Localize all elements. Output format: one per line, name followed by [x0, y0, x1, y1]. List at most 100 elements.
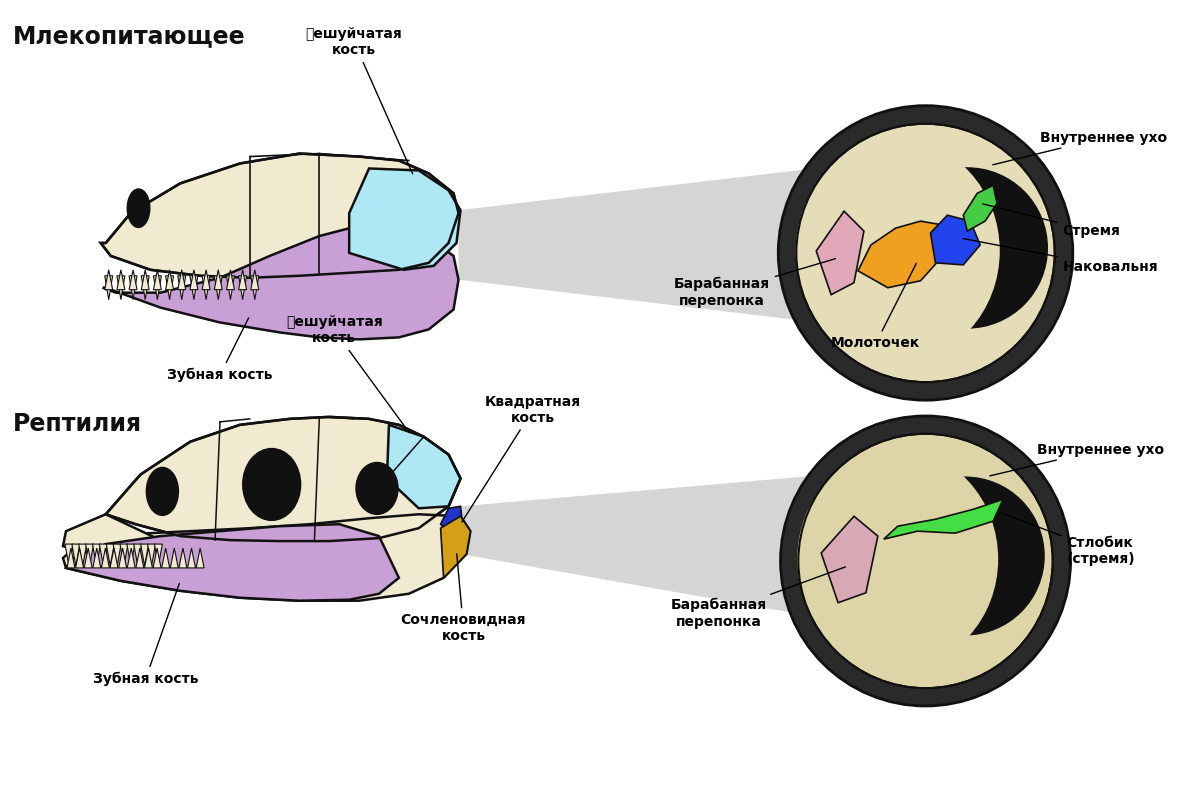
Polygon shape [120, 544, 128, 566]
Text: Рептилия: Рептилия [13, 412, 143, 436]
Polygon shape [92, 544, 101, 566]
Polygon shape [227, 276, 234, 300]
Polygon shape [136, 548, 144, 568]
Polygon shape [140, 544, 149, 566]
Text: Квадратная
кость: Квадратная кость [462, 395, 581, 522]
Polygon shape [101, 154, 458, 278]
Polygon shape [187, 548, 196, 568]
Polygon shape [821, 516, 878, 603]
Polygon shape [154, 276, 161, 300]
Polygon shape [144, 548, 152, 568]
Polygon shape [148, 544, 156, 566]
Polygon shape [154, 548, 161, 568]
Polygon shape [155, 544, 162, 566]
Polygon shape [119, 548, 126, 568]
Polygon shape [964, 186, 997, 231]
Polygon shape [62, 514, 161, 554]
Text: Млекопитающее: Млекопитающее [13, 25, 246, 49]
Polygon shape [142, 276, 149, 300]
Text: Барабанная
перепонка: Барабанная перепонка [673, 259, 835, 308]
Polygon shape [113, 544, 121, 566]
Polygon shape [251, 270, 259, 289]
Text: Зубная кость: Зубная кость [92, 583, 198, 686]
Ellipse shape [779, 106, 1073, 400]
Ellipse shape [780, 416, 1070, 706]
Polygon shape [190, 270, 198, 289]
Polygon shape [178, 276, 186, 300]
Polygon shape [858, 221, 947, 288]
Ellipse shape [797, 124, 1055, 382]
Polygon shape [162, 548, 169, 568]
Polygon shape [104, 270, 113, 289]
Ellipse shape [796, 139, 1000, 362]
Polygon shape [130, 276, 137, 300]
Polygon shape [196, 548, 204, 568]
Text: Стлобик
(стремя): Стлобик (стремя) [1000, 512, 1135, 566]
Polygon shape [239, 276, 246, 300]
Polygon shape [133, 544, 142, 566]
Ellipse shape [242, 449, 300, 520]
Polygon shape [107, 544, 114, 566]
Ellipse shape [887, 167, 1048, 328]
Polygon shape [202, 270, 210, 289]
Polygon shape [142, 270, 149, 289]
Polygon shape [227, 270, 234, 289]
Polygon shape [166, 270, 174, 289]
Text: Внутреннее ухо: Внутреннее ухо [992, 131, 1166, 165]
Text: Сочленовидная
кость: Сочленовидная кость [401, 554, 527, 643]
Polygon shape [65, 544, 73, 566]
Polygon shape [170, 548, 179, 568]
Text: Зубная кость: Зубная кость [167, 318, 272, 382]
Polygon shape [883, 500, 1003, 539]
Polygon shape [100, 544, 107, 566]
Text: 䉾ешуйчатая
кость: 䉾ешуйчатая кость [286, 315, 409, 433]
Polygon shape [215, 270, 222, 289]
Text: Стремя: Стремя [983, 204, 1121, 238]
Text: Молоточек: Молоточек [832, 263, 920, 351]
Polygon shape [67, 548, 74, 568]
Polygon shape [127, 548, 136, 568]
Ellipse shape [356, 462, 398, 514]
Polygon shape [178, 270, 186, 289]
Text: Внутреннее ухо: Внутреннее ухо [990, 442, 1164, 476]
Polygon shape [930, 215, 980, 265]
Ellipse shape [146, 468, 179, 515]
Polygon shape [103, 223, 458, 340]
Polygon shape [92, 548, 101, 568]
Polygon shape [76, 548, 84, 568]
Polygon shape [166, 276, 174, 300]
Polygon shape [72, 544, 80, 566]
Polygon shape [349, 168, 461, 270]
Polygon shape [458, 160, 1016, 346]
Polygon shape [62, 514, 470, 601]
Text: Барабанная
перепонка: Барабанная перепонка [671, 567, 846, 629]
Polygon shape [190, 276, 198, 300]
Text: Наковальня: Наковальня [964, 238, 1158, 274]
Polygon shape [251, 276, 259, 300]
Polygon shape [127, 544, 134, 566]
Ellipse shape [127, 190, 150, 227]
Polygon shape [130, 270, 137, 289]
Polygon shape [202, 276, 210, 300]
Polygon shape [116, 270, 125, 289]
Ellipse shape [886, 477, 1045, 635]
Polygon shape [239, 270, 246, 289]
Polygon shape [461, 469, 1018, 653]
Polygon shape [154, 270, 161, 289]
Polygon shape [386, 425, 461, 508]
Polygon shape [110, 548, 118, 568]
Polygon shape [102, 548, 109, 568]
Polygon shape [84, 548, 92, 568]
Polygon shape [215, 276, 222, 300]
Polygon shape [66, 524, 398, 601]
Polygon shape [816, 211, 864, 295]
Polygon shape [116, 276, 125, 300]
Polygon shape [179, 548, 187, 568]
Polygon shape [106, 417, 461, 541]
Polygon shape [85, 544, 94, 566]
Text: 䉾ешуйчатая
кость: 䉾ешуйчатая кость [306, 27, 413, 174]
Polygon shape [104, 276, 113, 300]
Polygon shape [79, 544, 86, 566]
Ellipse shape [797, 450, 998, 669]
Polygon shape [440, 506, 463, 538]
